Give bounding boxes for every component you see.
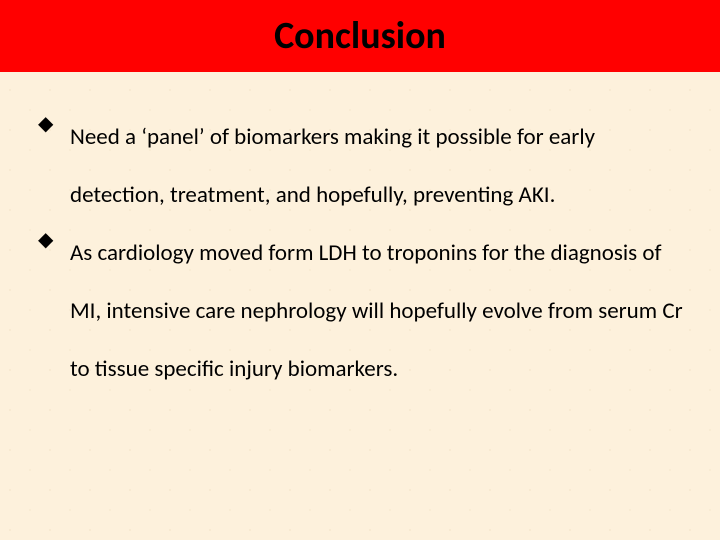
diamond-bullet-icon: ◆ [36,108,70,140]
slide-content: ◆ Need a ‘panel’ of biomarkers making it… [0,72,720,398]
diamond-bullet-icon: ◆ [36,224,70,256]
bullet-text: As cardiology moved form LDH to troponin… [70,224,684,398]
bullet-item: ◆ Need a ‘panel’ of biomarkers making it… [36,108,684,224]
slide-title: Conclusion [274,13,446,59]
bullet-item: ◆ As cardiology moved form LDH to tropon… [36,224,684,398]
bullet-text: Need a ‘panel’ of biomarkers making it p… [70,108,684,224]
title-bar: Conclusion [0,0,720,72]
